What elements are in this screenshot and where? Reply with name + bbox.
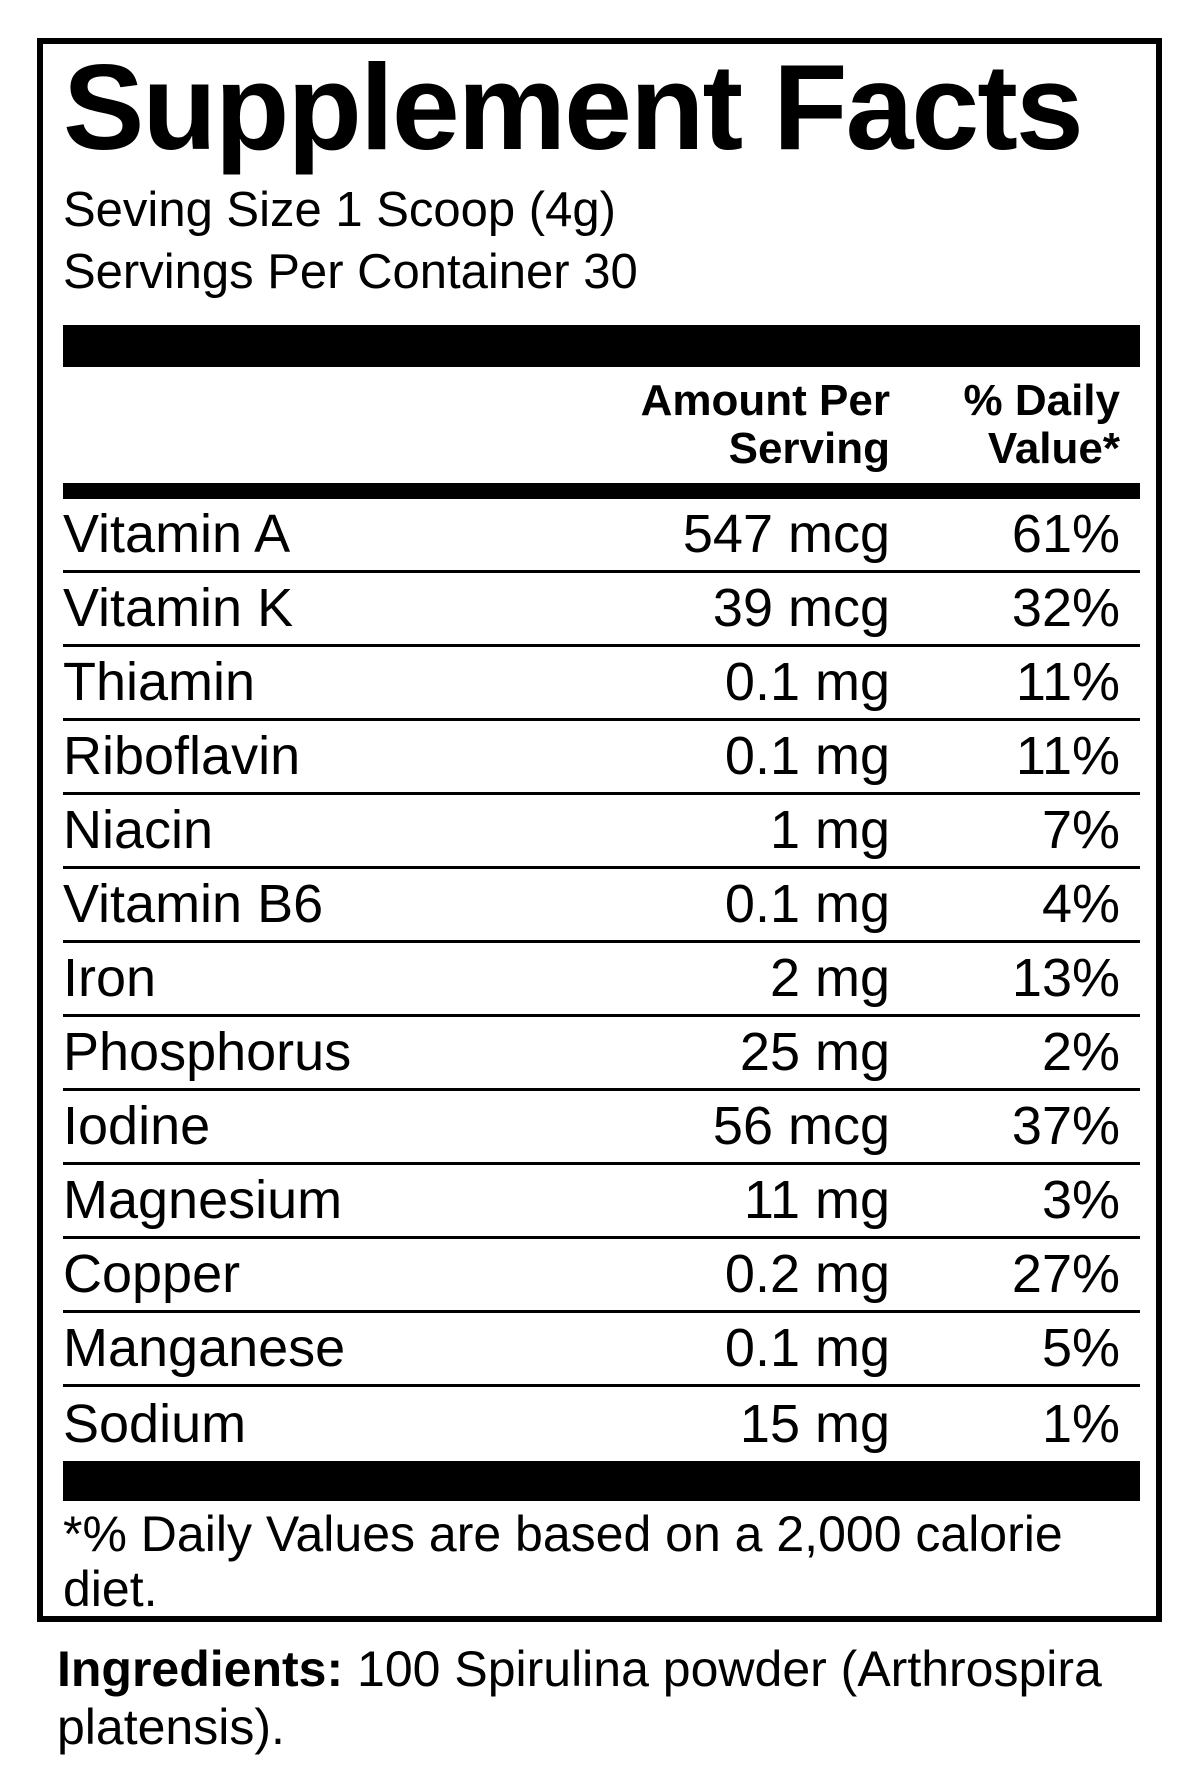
nutrient-daily-value: 2%	[1041, 1022, 1120, 1083]
nutrient-name: Sodium	[63, 1393, 247, 1454]
nutrient-daily-value: 27%	[1011, 1244, 1120, 1305]
nutrient-daily-value: 4%	[1041, 874, 1120, 935]
table-row: Riboflavin 0.1 mg 11%	[63, 721, 1140, 795]
table-row: Vitamin K 39 mcg 32%	[63, 573, 1140, 647]
nutrient-amount: 0.1 mg	[724, 652, 890, 713]
nutrient-daily-value: 7%	[1041, 800, 1120, 861]
nutrient-daily-value: 11%	[1015, 652, 1120, 713]
nutrient-daily-value: 11%	[1015, 726, 1120, 787]
nutrient-amount: 11 mg	[743, 1170, 890, 1231]
serving-size-text: Seving Size 1 Scoop (4g)	[63, 182, 616, 237]
nutrient-name: Vitamin B6	[63, 874, 324, 935]
panel-title: Supplement Facts	[63, 39, 1084, 175]
nutrient-daily-value: 3%	[1041, 1170, 1120, 1231]
amount-header-line2: Serving	[728, 423, 890, 473]
thick-divider-top	[63, 324, 1140, 367]
nutrient-amount: 56 mcg	[712, 1096, 890, 1157]
table-row: Phosphorus 25 mg 2%	[63, 1017, 1140, 1091]
table-row: Vitamin B6 0.1 mg 4%	[63, 869, 1140, 943]
supplement-facts-panel: Supplement Facts Seving Size 1 Scoop (4g…	[37, 38, 1162, 1622]
nutrient-amount: 39 mcg	[712, 578, 890, 639]
column-headers: Amount Per Serving % Daily Value*	[63, 375, 1140, 473]
nutrient-amount: 25 mg	[739, 1022, 890, 1083]
nutrient-amount: 1 mg	[769, 800, 890, 861]
table-row: Magnesium 11 mg 3%	[63, 1165, 1140, 1239]
thick-divider-bottom	[63, 1460, 1140, 1501]
nutrient-name: Vitamin K	[63, 578, 294, 639]
nutrient-name: Thiamin	[63, 652, 256, 713]
nutrient-name: Iodine	[63, 1096, 211, 1157]
nutrient-amount: 0.1 mg	[724, 726, 890, 787]
ingredients-text: 100 Spirulina powder (Arthrospira platen…	[57, 1641, 1102, 1755]
daily-value-footnote: *% Daily Values are based on a 2,000 cal…	[63, 1505, 1063, 1617]
daily-value-header-line1: % Daily	[963, 375, 1120, 425]
nutrient-amount: 0.2 mg	[724, 1244, 890, 1305]
table-row: Iodine 56 mcg 37%	[63, 1091, 1140, 1165]
nutrient-daily-value: 1%	[1041, 1393, 1120, 1454]
nutrient-daily-value: 37%	[1011, 1096, 1120, 1157]
nutrient-daily-value: 5%	[1041, 1318, 1120, 1379]
nutrient-amount: 2 mg	[769, 948, 890, 1009]
divider-below-headers	[63, 482, 1140, 499]
nutrient-name: Copper	[63, 1244, 241, 1305]
nutrient-name: Niacin	[63, 800, 214, 861]
nutrient-name: Magnesium	[63, 1170, 343, 1231]
nutrient-name: Manganese	[63, 1318, 346, 1379]
table-row: Vitamin A 547 mcg 61%	[63, 499, 1140, 573]
ingredients-section: Ingredients: 100 Spirulina powder (Arthr…	[57, 1640, 1147, 1756]
nutrient-name: Iron	[63, 948, 157, 1009]
nutrient-amount: 547 mcg	[682, 504, 890, 565]
amount-per-serving-header: Amount Per Serving	[63, 375, 890, 473]
ingredients-label: Ingredients:	[57, 1641, 344, 1697]
table-row: Sodium 15 mg 1%	[63, 1387, 1140, 1461]
amount-header-line1: Amount Per	[640, 375, 890, 425]
nutrient-table: Vitamin A 547 mcg 61% Vitamin K 39 mcg 3…	[63, 499, 1140, 1461]
nutrient-daily-value: 32%	[1011, 578, 1120, 639]
daily-value-header-line2: Value*	[987, 423, 1120, 473]
daily-value-header: % Daily Value*	[890, 375, 1140, 473]
table-row: Iron 2 mg 13%	[63, 943, 1140, 1017]
nutrient-amount: 0.1 mg	[724, 1318, 890, 1379]
table-row: Thiamin 0.1 mg 11%	[63, 647, 1140, 721]
table-row: Manganese 0.1 mg 5%	[63, 1313, 1140, 1387]
table-row: Copper 0.2 mg 27%	[63, 1239, 1140, 1313]
nutrient-amount: 0.1 mg	[724, 874, 890, 935]
table-row: Niacin 1 mg 7%	[63, 795, 1140, 869]
nutrient-daily-value: 61%	[1011, 504, 1120, 565]
nutrient-amount: 15 mg	[739, 1393, 890, 1454]
nutrient-name: Phosphorus	[63, 1022, 352, 1083]
nutrient-daily-value: 13%	[1011, 948, 1120, 1009]
servings-per-container-text: Servings Per Container 30	[63, 244, 638, 299]
nutrient-name: Riboflavin	[63, 726, 301, 787]
nutrient-name: Vitamin A	[63, 504, 291, 565]
